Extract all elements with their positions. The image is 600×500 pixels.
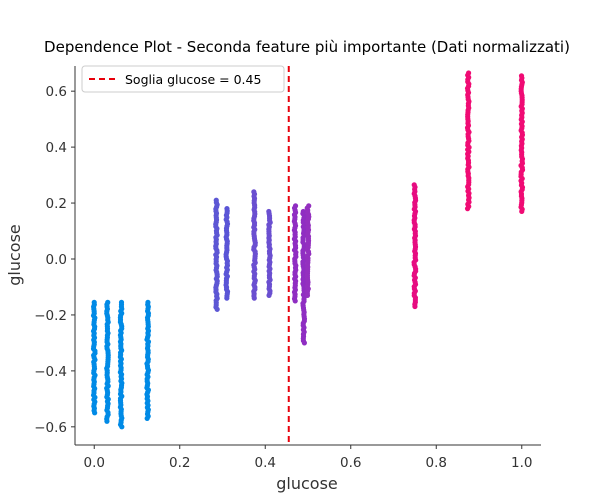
point-cluster xyxy=(223,206,231,301)
scatter-points xyxy=(90,70,526,430)
data-point xyxy=(214,306,220,312)
data-point xyxy=(119,424,125,430)
x-tick-label: 0.6 xyxy=(340,455,361,471)
y-tick-label: −0.4 xyxy=(34,364,67,380)
data-point xyxy=(464,206,471,212)
data-point xyxy=(519,208,525,215)
data-point xyxy=(144,415,150,422)
data-point xyxy=(266,292,272,298)
legend: Soglia glucose = 0.45 xyxy=(81,65,285,93)
legend-frame xyxy=(81,65,285,93)
y-axis-label: glucose xyxy=(5,224,24,286)
x-tick-label: 0.0 xyxy=(83,455,104,471)
x-tick-label: 1.0 xyxy=(511,455,532,471)
data-point xyxy=(292,298,298,304)
point-cluster xyxy=(304,203,312,298)
y-tick-label: −0.2 xyxy=(34,308,67,324)
x-tick-label: 0.2 xyxy=(169,455,190,471)
data-point xyxy=(301,340,307,346)
chart-title: Dependence Plot - Seconda feature più im… xyxy=(44,38,570,56)
x-tick-label: 0.8 xyxy=(426,455,447,471)
data-point xyxy=(92,410,98,416)
y-tick-label: −0.6 xyxy=(34,420,67,436)
y-axis-ticks: −0.6 −0.4 −0.2 0.0 0.2 0.4 0.6 xyxy=(34,84,75,436)
point-cluster xyxy=(117,299,125,430)
data-point xyxy=(412,303,418,310)
y-tick-label: 0.2 xyxy=(46,196,67,212)
point-cluster xyxy=(144,299,152,422)
point-cluster xyxy=(90,299,98,416)
point-cluster xyxy=(266,208,273,298)
point-cluster xyxy=(291,203,299,304)
x-axis-ticks: 0.0 0.2 0.4 0.6 0.8 1.0 xyxy=(83,445,533,471)
point-cluster xyxy=(300,208,308,346)
y-tick-label: 0.4 xyxy=(46,140,67,156)
point-cluster xyxy=(213,197,220,312)
x-axis-label: glucose xyxy=(276,474,338,493)
point-cluster xyxy=(411,182,419,310)
x-tick-label: 0.4 xyxy=(255,455,276,471)
point-cluster xyxy=(464,70,472,212)
data-point xyxy=(104,418,110,424)
point-cluster xyxy=(251,189,258,301)
point-cluster xyxy=(104,299,111,424)
point-cluster xyxy=(518,73,526,215)
legend-threshold-label: Soglia glucose = 0.45 xyxy=(125,72,261,87)
data-point xyxy=(304,292,311,298)
y-tick-label: 0.6 xyxy=(46,84,67,100)
data-point xyxy=(224,295,230,301)
data-point xyxy=(251,295,257,301)
y-tick-label: 0.0 xyxy=(46,252,67,268)
